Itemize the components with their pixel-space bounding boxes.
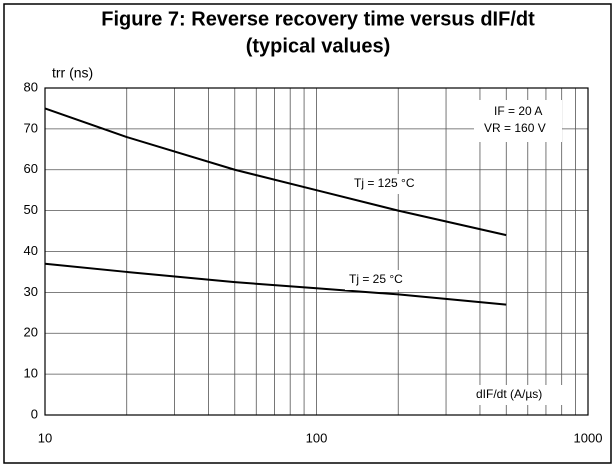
y-tick-label: 30 — [24, 284, 38, 299]
series-line — [44, 107, 507, 237]
y-tick-label: 20 — [24, 325, 38, 340]
y-tick-label: 10 — [24, 366, 38, 381]
x-tick-label: 100 — [306, 430, 328, 445]
annotation-box — [474, 100, 562, 142]
x-axis-label-box — [472, 385, 564, 405]
plot-border — [44, 87, 589, 416]
y-tick-label: 50 — [24, 202, 38, 217]
x-tick-label: 1000 — [574, 430, 603, 445]
legend-label-box — [350, 174, 432, 194]
legend-label: Tj = 25 °C — [349, 272, 403, 286]
y-tick-label: 40 — [24, 243, 38, 258]
legend-label: Tj = 125 °C — [354, 176, 415, 190]
x-tick-label: 10 — [38, 430, 52, 445]
y-tick-label: 70 — [24, 120, 38, 135]
legend-label-box — [345, 270, 417, 290]
y-tick-label: 80 — [24, 79, 38, 94]
chart-subtitle: (typical values) — [246, 35, 391, 57]
y-axis-label: trr (ns) — [52, 65, 93, 81]
x-axis-label: dIF/dt (A/µs) — [476, 387, 542, 401]
annotation: VR = 160 V — [484, 121, 546, 135]
y-tick-label: 60 — [24, 161, 38, 176]
series-line — [44, 262, 507, 306]
chart-title: Figure 7: Reverse recovery time versus d… — [101, 8, 535, 30]
y-tick-label: 0 — [31, 406, 38, 421]
annotation: IF = 20 A — [494, 104, 542, 118]
